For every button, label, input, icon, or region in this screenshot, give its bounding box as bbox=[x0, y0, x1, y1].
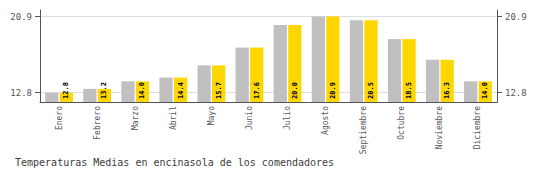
svg-text:18.5: 18.5 bbox=[405, 82, 413, 99]
svg-text:Febrero: Febrero bbox=[93, 106, 102, 140]
svg-text:14.4: 14.4 bbox=[177, 82, 185, 99]
svg-text:15.7: 15.7 bbox=[215, 82, 223, 99]
svg-text:Marzo: Marzo bbox=[131, 106, 140, 130]
svg-text:Octubre: Octubre bbox=[397, 106, 406, 140]
svg-text:Diciembre: Diciembre bbox=[473, 106, 482, 150]
svg-text:Agosto: Agosto bbox=[321, 106, 330, 135]
svg-text:13.2: 13.2 bbox=[100, 82, 108, 99]
svg-text:20.0: 20.0 bbox=[291, 82, 299, 99]
svg-text:12.8: 12.8 bbox=[505, 88, 527, 98]
svg-text:Junio: Junio bbox=[245, 106, 254, 130]
svg-text:Abril: Abril bbox=[169, 106, 178, 130]
svg-text:Julio: Julio bbox=[283, 106, 292, 130]
svg-text:12.8: 12.8 bbox=[62, 82, 70, 99]
svg-text:12.8: 12.8 bbox=[10, 88, 32, 98]
svg-text:14.0: 14.0 bbox=[481, 82, 489, 99]
svg-text:20.9: 20.9 bbox=[505, 12, 527, 22]
svg-text:Temperaturas Medias en encinas: Temperaturas Medias en encinasola de los… bbox=[15, 157, 334, 168]
svg-text:Noviembre: Noviembre bbox=[435, 106, 444, 150]
svg-text:17.6: 17.6 bbox=[253, 82, 261, 99]
svg-text:14.0: 14.0 bbox=[138, 82, 146, 99]
svg-text:20.9: 20.9 bbox=[10, 12, 32, 22]
svg-text:20.5: 20.5 bbox=[367, 82, 375, 99]
svg-text:16.3: 16.3 bbox=[443, 82, 451, 99]
svg-text:Mayo: Mayo bbox=[207, 106, 216, 125]
svg-text:Septiembre: Septiembre bbox=[359, 106, 368, 154]
svg-text:Enero: Enero bbox=[55, 106, 64, 130]
svg-text:20.9: 20.9 bbox=[329, 82, 337, 99]
